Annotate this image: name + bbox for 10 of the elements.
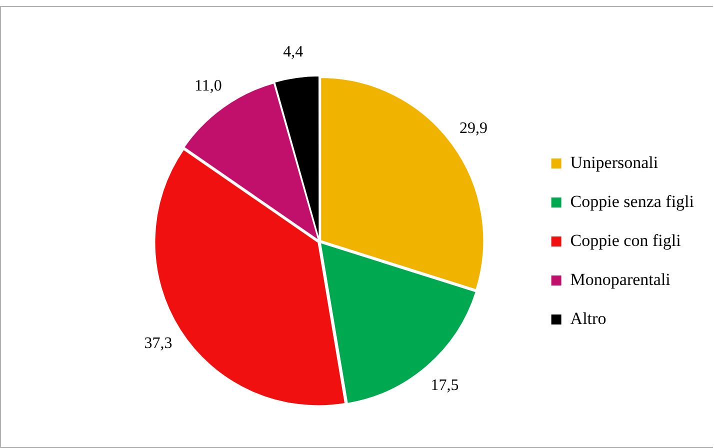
data-label: 37,3 — [144, 335, 172, 352]
data-label: 29,9 — [459, 120, 488, 137]
legend-label: Unipersonali — [570, 152, 658, 172]
legend-label: Altro — [570, 308, 606, 328]
legend-label: Coppie senza figli — [570, 192, 694, 211]
data-label: 11,0 — [194, 77, 222, 94]
legend-label: Coppie con figli — [570, 230, 682, 250]
data-label: 17,5 — [430, 376, 459, 394]
legend-label: Monoparentali — [570, 270, 671, 289]
data-label: 4,4 — [283, 44, 304, 61]
